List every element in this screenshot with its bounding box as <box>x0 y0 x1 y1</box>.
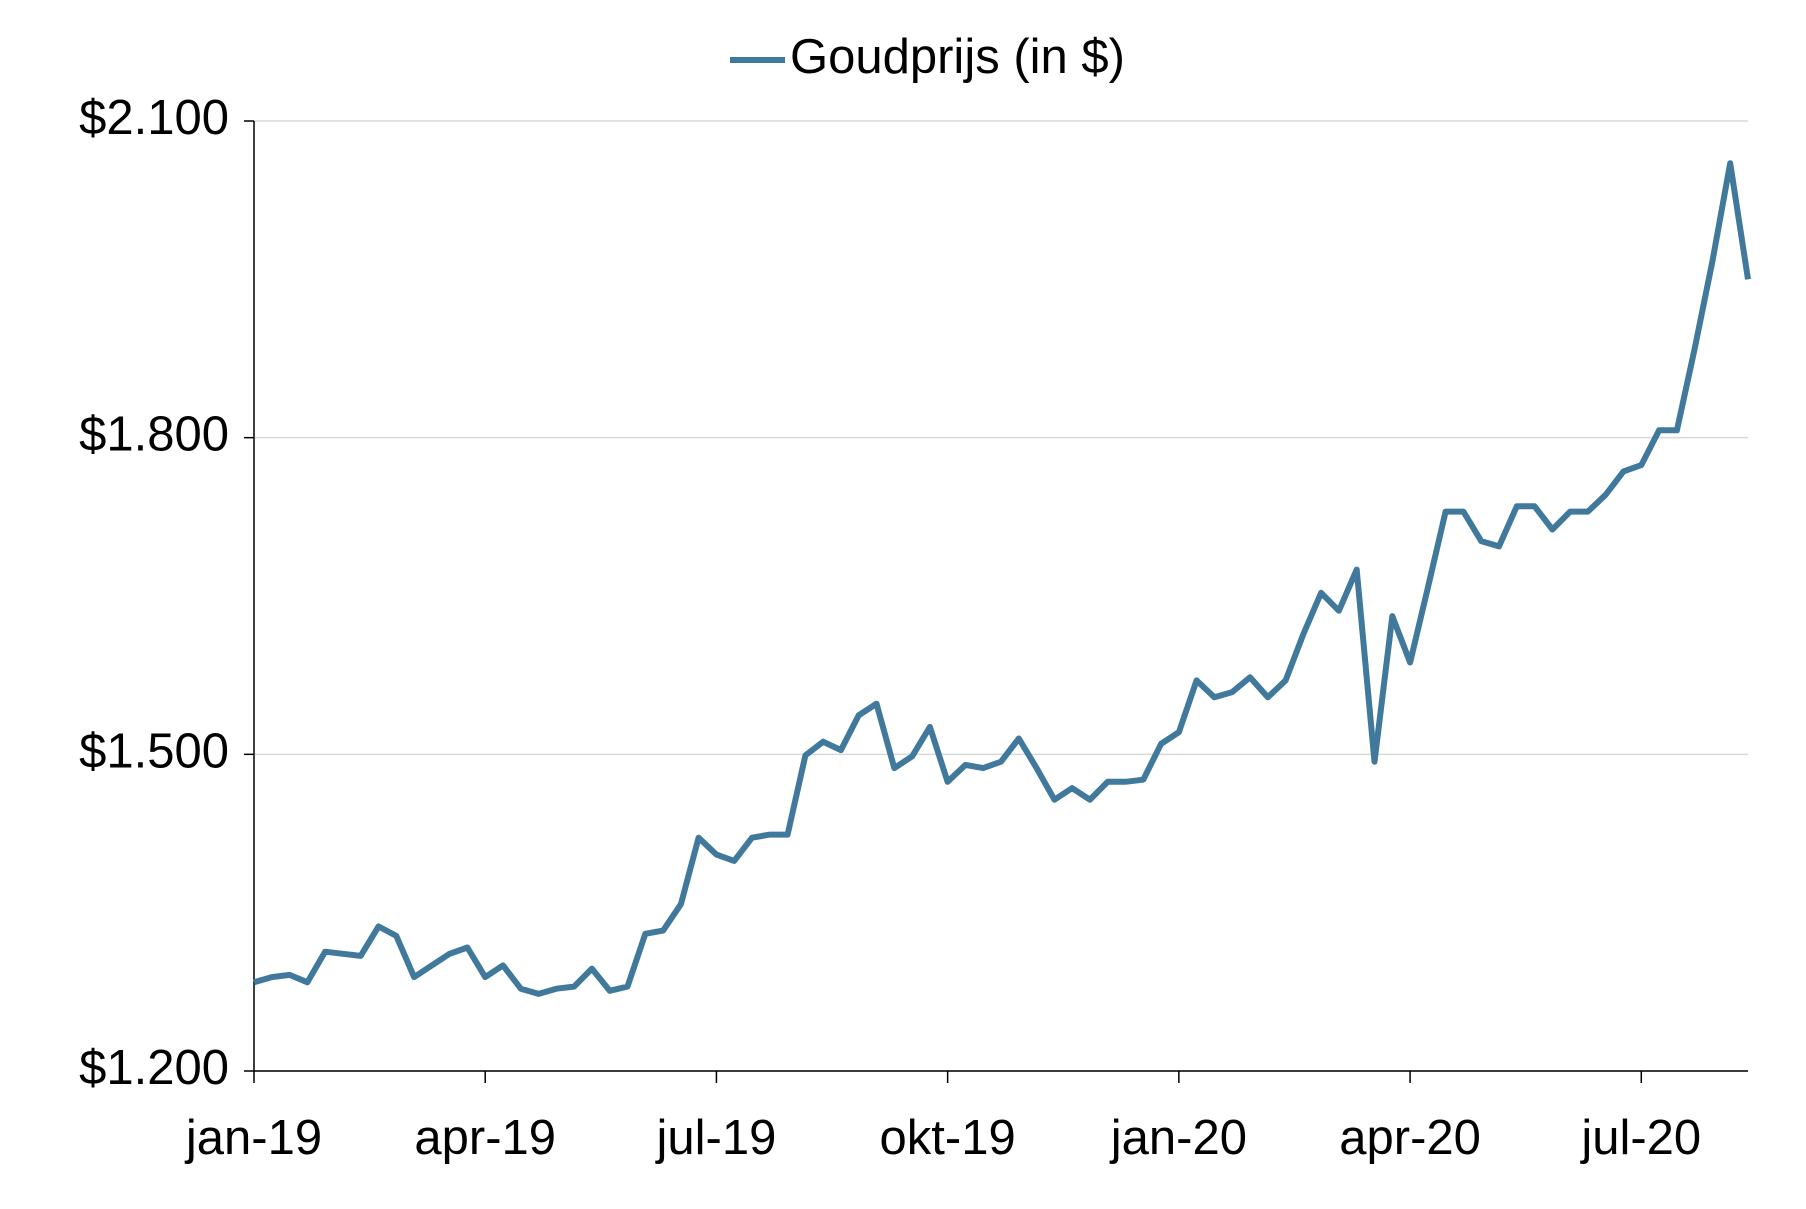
x-tick-label: jan-19 <box>184 1111 322 1165</box>
x-tick-label: okt-19 <box>880 1111 1016 1165</box>
x-tick-label: apr-19 <box>414 1111 556 1165</box>
y-tick-label: $1.200 <box>79 1041 229 1095</box>
x-tick-label: jan-20 <box>1109 1111 1247 1165</box>
x-tick-label: jul-20 <box>1579 1111 1701 1165</box>
y-tick-label: $1.800 <box>79 408 229 462</box>
x-tick-label: jul-19 <box>654 1111 776 1165</box>
line-series <box>253 160 1751 997</box>
y-tick-label: $1.500 <box>79 724 229 778</box>
x-tick-label: apr-20 <box>1339 1111 1481 1165</box>
y-tick-label: $2.100 <box>79 91 229 145</box>
legend-label: Goudprijs (in $) <box>790 30 1125 84</box>
